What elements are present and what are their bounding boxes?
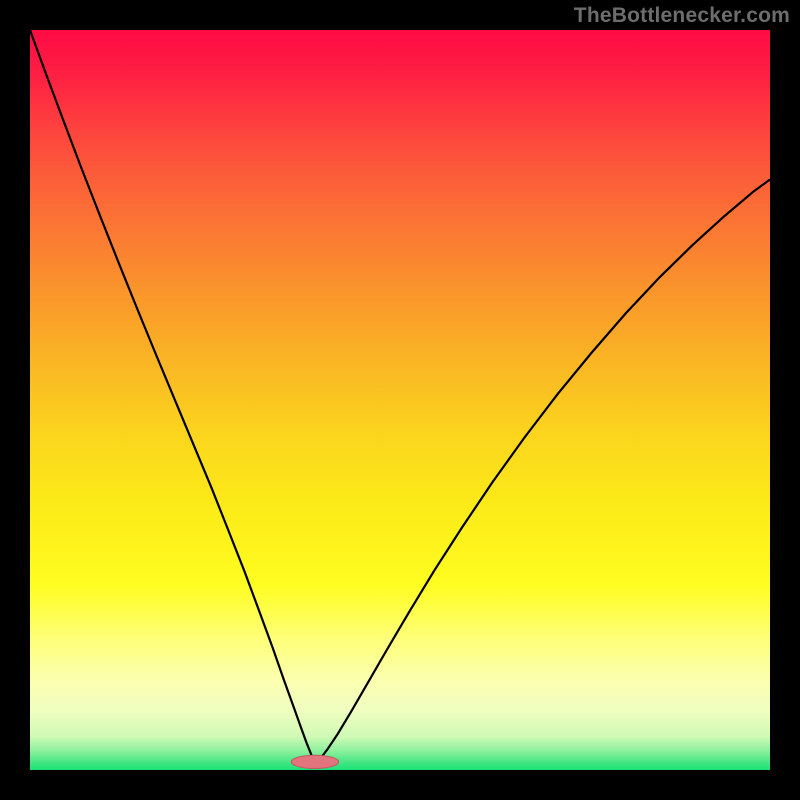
chart-frame: TheBottlenecker.com: [0, 0, 800, 800]
plot-background: [30, 30, 770, 770]
watermark-text: TheBottlenecker.com: [574, 4, 790, 28]
minimum-marker: [291, 755, 338, 768]
bottleneck-plot: [0, 0, 800, 800]
